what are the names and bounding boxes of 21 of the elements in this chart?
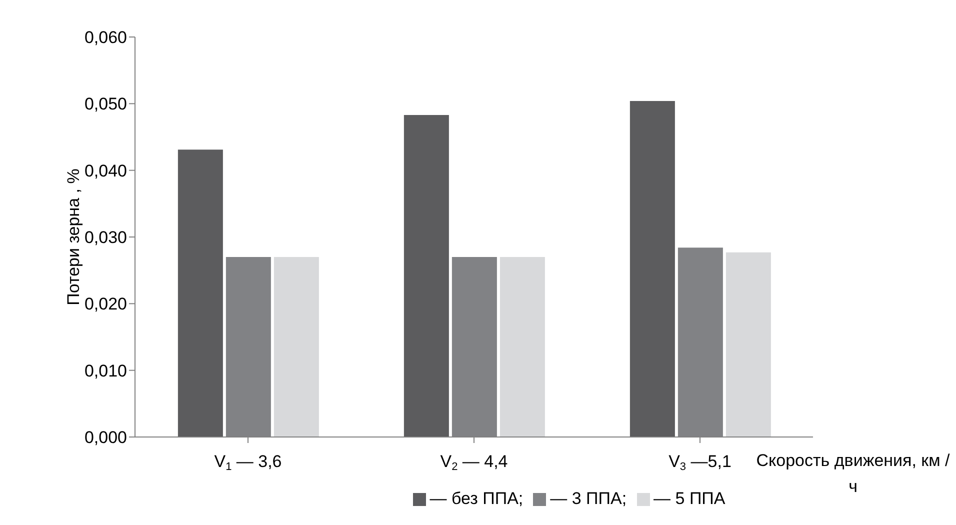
y-tick-label: 0,020 xyxy=(84,294,127,314)
x-tick-label: V$_{2}$ — 4,4 xyxy=(440,452,508,474)
bar xyxy=(274,257,319,437)
legend-label: — 3 ППА; xyxy=(550,489,627,508)
x-axis-title: Скорость движения, км / ч xyxy=(755,450,951,498)
legend-label: — 5 ППА xyxy=(654,489,726,508)
bar xyxy=(178,150,223,437)
legend-label: — без ППА; xyxy=(430,489,524,508)
y-tick-label: 0,010 xyxy=(84,361,127,380)
bar xyxy=(404,115,449,437)
bar xyxy=(630,101,675,437)
y-tick-label: 0,060 xyxy=(84,28,127,48)
y-tick-label: 0,040 xyxy=(84,161,127,180)
y-axis-title: Потери зерна , % xyxy=(64,168,84,306)
bar xyxy=(726,252,771,437)
x-tick-label: V$_{1}$ — 3,6 xyxy=(214,452,282,474)
x-tick-label: V$_{3}$ —5,1 xyxy=(668,452,732,474)
bar xyxy=(500,257,545,437)
y-tick-label: 0,000 xyxy=(84,428,127,448)
y-tick-label: 0,030 xyxy=(84,228,127,248)
y-tick-label: 0,050 xyxy=(84,94,127,114)
